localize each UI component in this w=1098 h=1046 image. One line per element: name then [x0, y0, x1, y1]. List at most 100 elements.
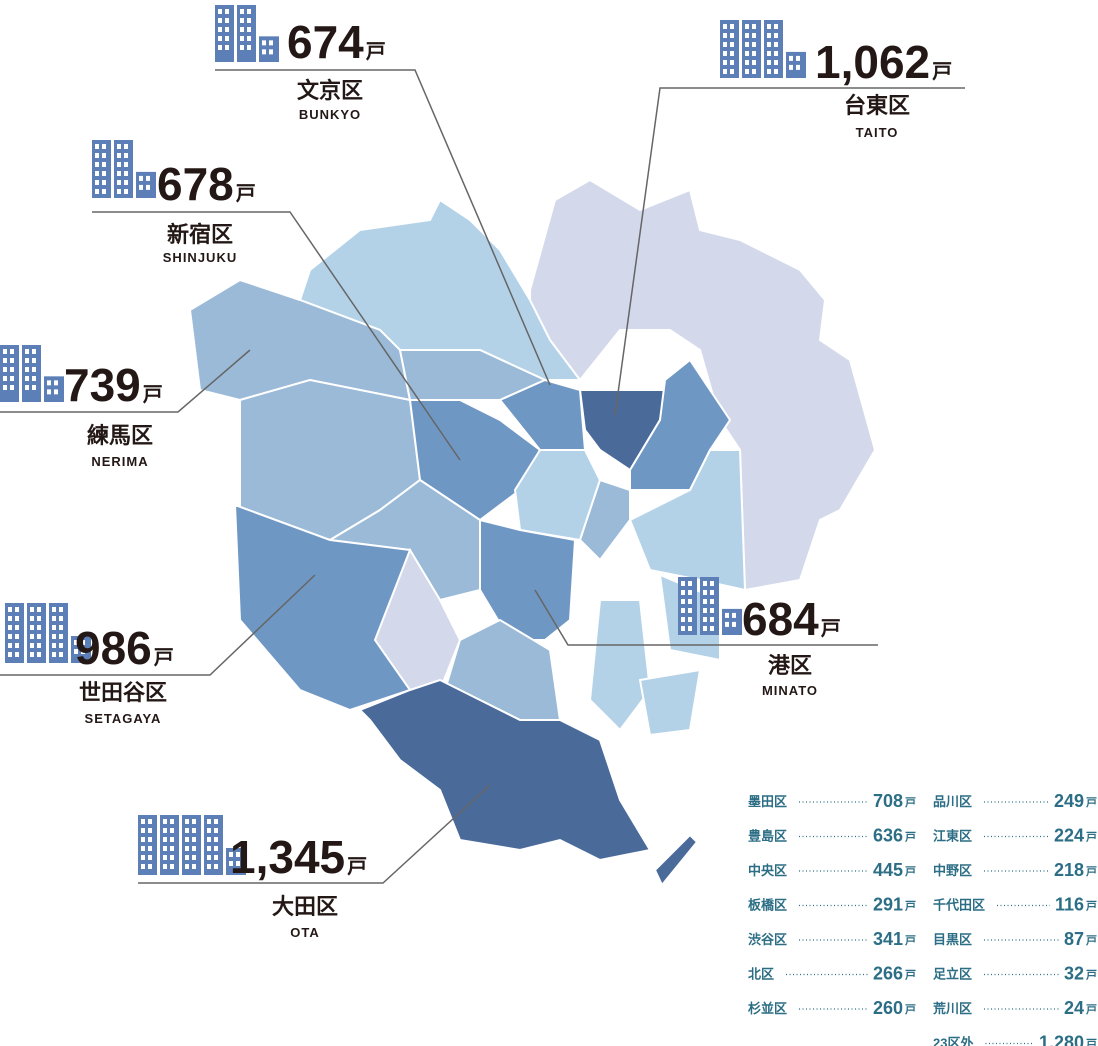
window — [732, 612, 736, 618]
window — [148, 846, 152, 851]
window — [725, 612, 729, 618]
window — [789, 55, 793, 61]
window — [8, 643, 12, 648]
value: 1,345 — [230, 831, 345, 883]
window — [218, 45, 222, 50]
unit: 戸 — [143, 384, 163, 406]
window — [688, 599, 692, 604]
window — [30, 634, 34, 639]
window — [37, 607, 41, 612]
list-unit: 戸 — [905, 796, 916, 809]
list-value: 24 — [1064, 998, 1084, 1018]
window — [124, 171, 128, 176]
window — [767, 60, 771, 65]
list-name: 千代田区 — [933, 898, 985, 913]
value: 1,062 — [815, 36, 930, 88]
window — [3, 367, 7, 372]
window — [32, 367, 36, 372]
window — [170, 819, 174, 824]
list-value: 341 — [873, 929, 903, 949]
ward-roman: NERIMA — [91, 454, 148, 469]
building — [92, 140, 111, 198]
window — [767, 24, 771, 29]
window — [3, 349, 7, 354]
window — [214, 846, 218, 851]
window — [723, 51, 727, 56]
window — [207, 837, 211, 842]
callout-value: 674 戸 — [287, 16, 386, 68]
window — [10, 358, 14, 363]
window — [59, 616, 63, 621]
window — [3, 358, 7, 363]
window — [95, 153, 99, 158]
list-unit: 戸 — [1086, 900, 1097, 913]
window — [192, 846, 196, 851]
tokyo-map — [188, 178, 877, 887]
ward-name: 世田谷区 — [79, 680, 167, 705]
window — [185, 828, 189, 833]
window — [723, 69, 727, 74]
window — [3, 376, 7, 381]
window — [745, 42, 749, 47]
leader-lines — [0, 69, 965, 884]
value: 739 — [64, 359, 141, 411]
list-value: 708 — [873, 791, 903, 811]
list-value: 87 — [1064, 929, 1084, 949]
window — [32, 349, 36, 354]
list-unit: 戸 — [1086, 831, 1097, 844]
window — [730, 51, 734, 56]
window — [688, 581, 692, 586]
list-unit: 戸 — [905, 865, 916, 878]
unit: 戸 — [932, 61, 952, 83]
window — [148, 828, 152, 833]
window — [117, 180, 121, 185]
window — [148, 819, 152, 824]
window — [25, 349, 29, 354]
window — [141, 837, 145, 842]
value: 674 — [287, 16, 364, 68]
window — [703, 581, 707, 586]
window — [767, 69, 771, 74]
window — [15, 616, 19, 621]
window — [32, 358, 36, 363]
list-name: 足立区 — [933, 967, 972, 982]
unit: 戸 — [236, 183, 256, 205]
window — [54, 389, 58, 395]
window — [225, 27, 229, 32]
callout-value: 1,062 戸 — [815, 36, 952, 88]
unit: 戸 — [366, 41, 386, 63]
window — [774, 33, 778, 38]
window — [52, 625, 56, 630]
window — [214, 819, 218, 824]
window — [8, 634, 12, 639]
window — [774, 51, 778, 56]
window — [774, 60, 778, 65]
window — [139, 175, 143, 181]
window — [752, 33, 756, 38]
building — [237, 5, 256, 62]
window — [146, 184, 150, 190]
callout-value: 739 戸 — [64, 359, 163, 411]
list-name: 板橋区 — [748, 898, 787, 913]
window — [262, 40, 266, 46]
building — [259, 36, 279, 62]
window — [163, 819, 167, 824]
building — [5, 603, 24, 663]
window — [247, 36, 251, 41]
window — [269, 49, 273, 55]
window — [745, 60, 749, 65]
window — [54, 380, 58, 386]
window — [730, 42, 734, 47]
window — [236, 861, 240, 866]
window — [218, 36, 222, 41]
building — [160, 815, 179, 875]
window — [745, 69, 749, 74]
window — [703, 608, 707, 613]
list-unit: 戸 — [1086, 969, 1097, 982]
window — [25, 358, 29, 363]
window — [37, 625, 41, 630]
window — [796, 64, 800, 70]
window — [192, 837, 196, 842]
window — [81, 649, 85, 654]
window — [218, 18, 222, 23]
